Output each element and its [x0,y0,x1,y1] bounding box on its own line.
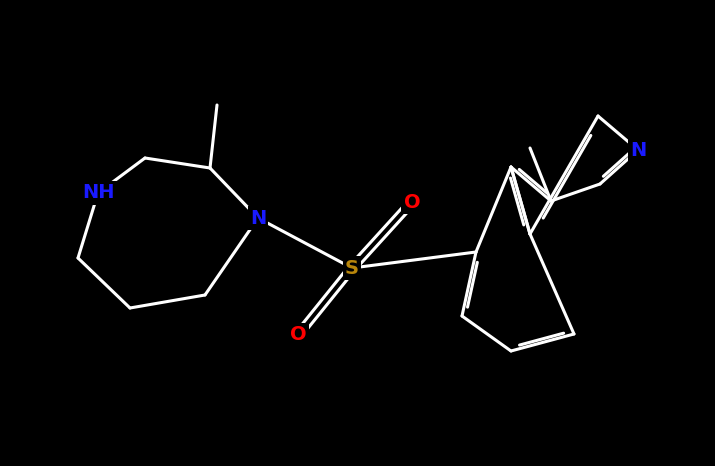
Text: O: O [404,192,420,212]
Text: N: N [630,141,646,159]
Text: N: N [250,208,266,227]
Text: NH: NH [82,184,114,203]
Text: O: O [290,325,306,344]
Text: S: S [345,259,359,277]
